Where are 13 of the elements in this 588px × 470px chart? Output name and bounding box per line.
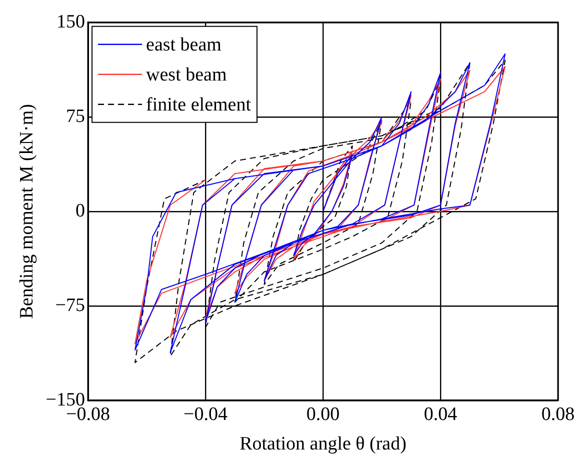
x-tick-label: −0.04 <box>184 404 228 425</box>
y-tick-label: 0 <box>76 200 86 222</box>
y-tick-label: 75 <box>66 106 86 127</box>
legend-label: finite element <box>146 94 252 116</box>
x-tick-label: 0.08 <box>541 404 575 425</box>
y-axis-title: Bending moment M (kN·m) <box>16 104 38 319</box>
x-axis-title: Rotation angle θ (rad) <box>240 434 406 455</box>
y-tick-label: −75 <box>55 294 86 316</box>
legend-label: west beam <box>146 64 227 86</box>
x-tick-label: 0.00 <box>306 404 340 425</box>
y-tick-label: 150 <box>56 11 86 32</box>
legend-label: east beam <box>146 34 222 56</box>
x-tick-label: 0.04 <box>424 404 458 425</box>
